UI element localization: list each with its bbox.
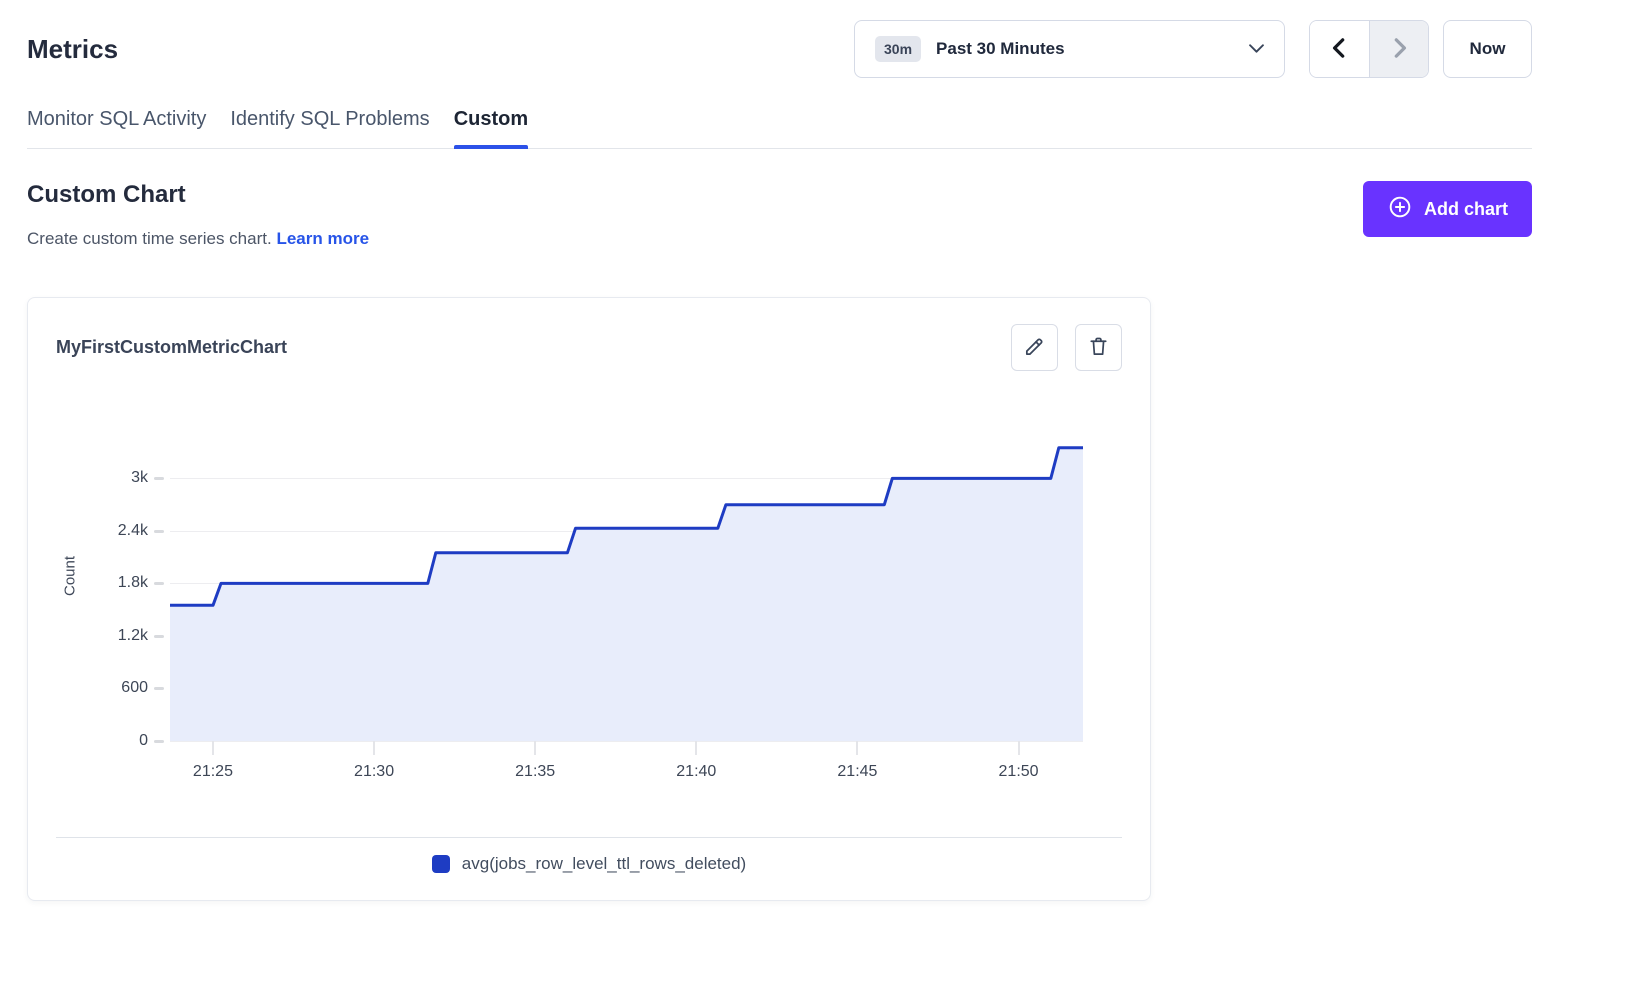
x-tick-mark <box>695 741 697 755</box>
section-subtitle: Create custom time series chart. Learn m… <box>27 229 369 249</box>
y-tick-mark <box>154 582 164 585</box>
x-tick-label: 21:25 <box>173 763 253 781</box>
page-header: Metrics 30m Past 30 Minutes Now <box>27 20 1532 78</box>
now-button[interactable]: Now <box>1443 20 1532 78</box>
legend-swatch <box>432 855 450 873</box>
y-tick-mark <box>154 477 164 480</box>
y-tick-label: 2.4k <box>68 521 148 541</box>
chart-legend-item[interactable]: avg(jobs_row_level_ttl_rows_deleted) <box>28 854 1150 900</box>
chevron-right-icon <box>1386 35 1412 64</box>
delete-chart-button[interactable] <box>1075 324 1122 371</box>
y-tick-mark <box>154 740 164 743</box>
y-tick-mark <box>154 687 164 690</box>
custom-chart-section-header: Custom Chart Create custom time series c… <box>27 181 1532 249</box>
tab-label: Monitor SQL Activity <box>27 108 206 130</box>
custom-metric-chart-card: MyFirstCustomMetricChart Count 06001.2k1… <box>27 297 1151 901</box>
timeseries-plot-area[interactable]: Count 06001.2k1.8k2.4k3k21:2521:3021:352… <box>170 411 1083 741</box>
metrics-page: Metrics 30m Past 30 Minutes Now Mo <box>27 20 1532 901</box>
x-tick-label: 21:50 <box>979 763 1059 781</box>
time-nav-group <box>1309 20 1429 78</box>
chevron-left-icon <box>1327 35 1353 64</box>
y-tick-label: 1.2k <box>68 626 148 646</box>
y-tick-label: 1.8k <box>68 573 148 593</box>
x-tick-mark <box>856 741 858 755</box>
x-tick-label: 21:30 <box>334 763 414 781</box>
tab-identify-sql-problems[interactable]: Identify SQL Problems <box>230 108 429 148</box>
edit-chart-button[interactable] <box>1011 324 1058 371</box>
trash-icon <box>1087 335 1110 361</box>
tab-custom[interactable]: Custom <box>454 108 528 148</box>
y-tick-label: 600 <box>68 678 148 698</box>
legend-label: avg(jobs_row_level_ttl_rows_deleted) <box>462 854 746 874</box>
learn-more-link[interactable]: Learn more <box>276 229 369 248</box>
add-chart-label: Add chart <box>1424 199 1508 220</box>
section-heading-block: Custom Chart Create custom time series c… <box>27 181 369 249</box>
step-area-series <box>170 411 1083 741</box>
x-tick-mark <box>534 741 536 755</box>
tab-monitor-sql-activity[interactable]: Monitor SQL Activity <box>27 108 206 148</box>
chart-card-actions <box>1011 324 1122 371</box>
time-range-badge: 30m <box>875 36 921 62</box>
subtitle-text: Create custom time series chart. <box>27 229 272 248</box>
x-tick-label: 21:40 <box>656 763 736 781</box>
y-tick-mark <box>154 530 164 533</box>
tab-bar: Monitor SQL Activity Identify SQL Proble… <box>27 108 1532 149</box>
tab-label: Custom <box>454 108 528 130</box>
x-tick-label: 21:45 <box>817 763 897 781</box>
time-next-button[interactable] <box>1369 21 1428 77</box>
chart-card-header: MyFirstCustomMetricChart <box>28 298 1150 371</box>
time-range-label: Past 30 Minutes <box>936 39 1065 59</box>
y-tick-label: 3k <box>68 468 148 488</box>
x-tick-mark <box>1018 741 1020 755</box>
x-tick-mark <box>212 741 214 755</box>
y-gridline <box>170 741 1083 742</box>
x-tick-mark <box>373 741 375 755</box>
chevron-down-icon <box>1249 44 1264 54</box>
x-tick-label: 21:35 <box>495 763 575 781</box>
chart-card-title: MyFirstCustomMetricChart <box>56 337 287 358</box>
add-chart-button[interactable]: Add chart <box>1363 181 1532 237</box>
tab-label: Identify SQL Problems <box>230 108 429 130</box>
y-tick-label: 0 <box>68 731 148 751</box>
time-range-selector[interactable]: 30m Past 30 Minutes <box>854 20 1285 78</box>
active-tab-underline <box>454 145 528 149</box>
plus-circle-icon <box>1387 194 1413 225</box>
pencil-icon <box>1023 335 1046 361</box>
time-prev-button[interactable] <box>1310 21 1369 77</box>
y-tick-mark <box>154 635 164 638</box>
section-title: Custom Chart <box>27 181 369 209</box>
card-divider <box>56 837 1122 838</box>
page-title: Metrics <box>27 34 118 65</box>
